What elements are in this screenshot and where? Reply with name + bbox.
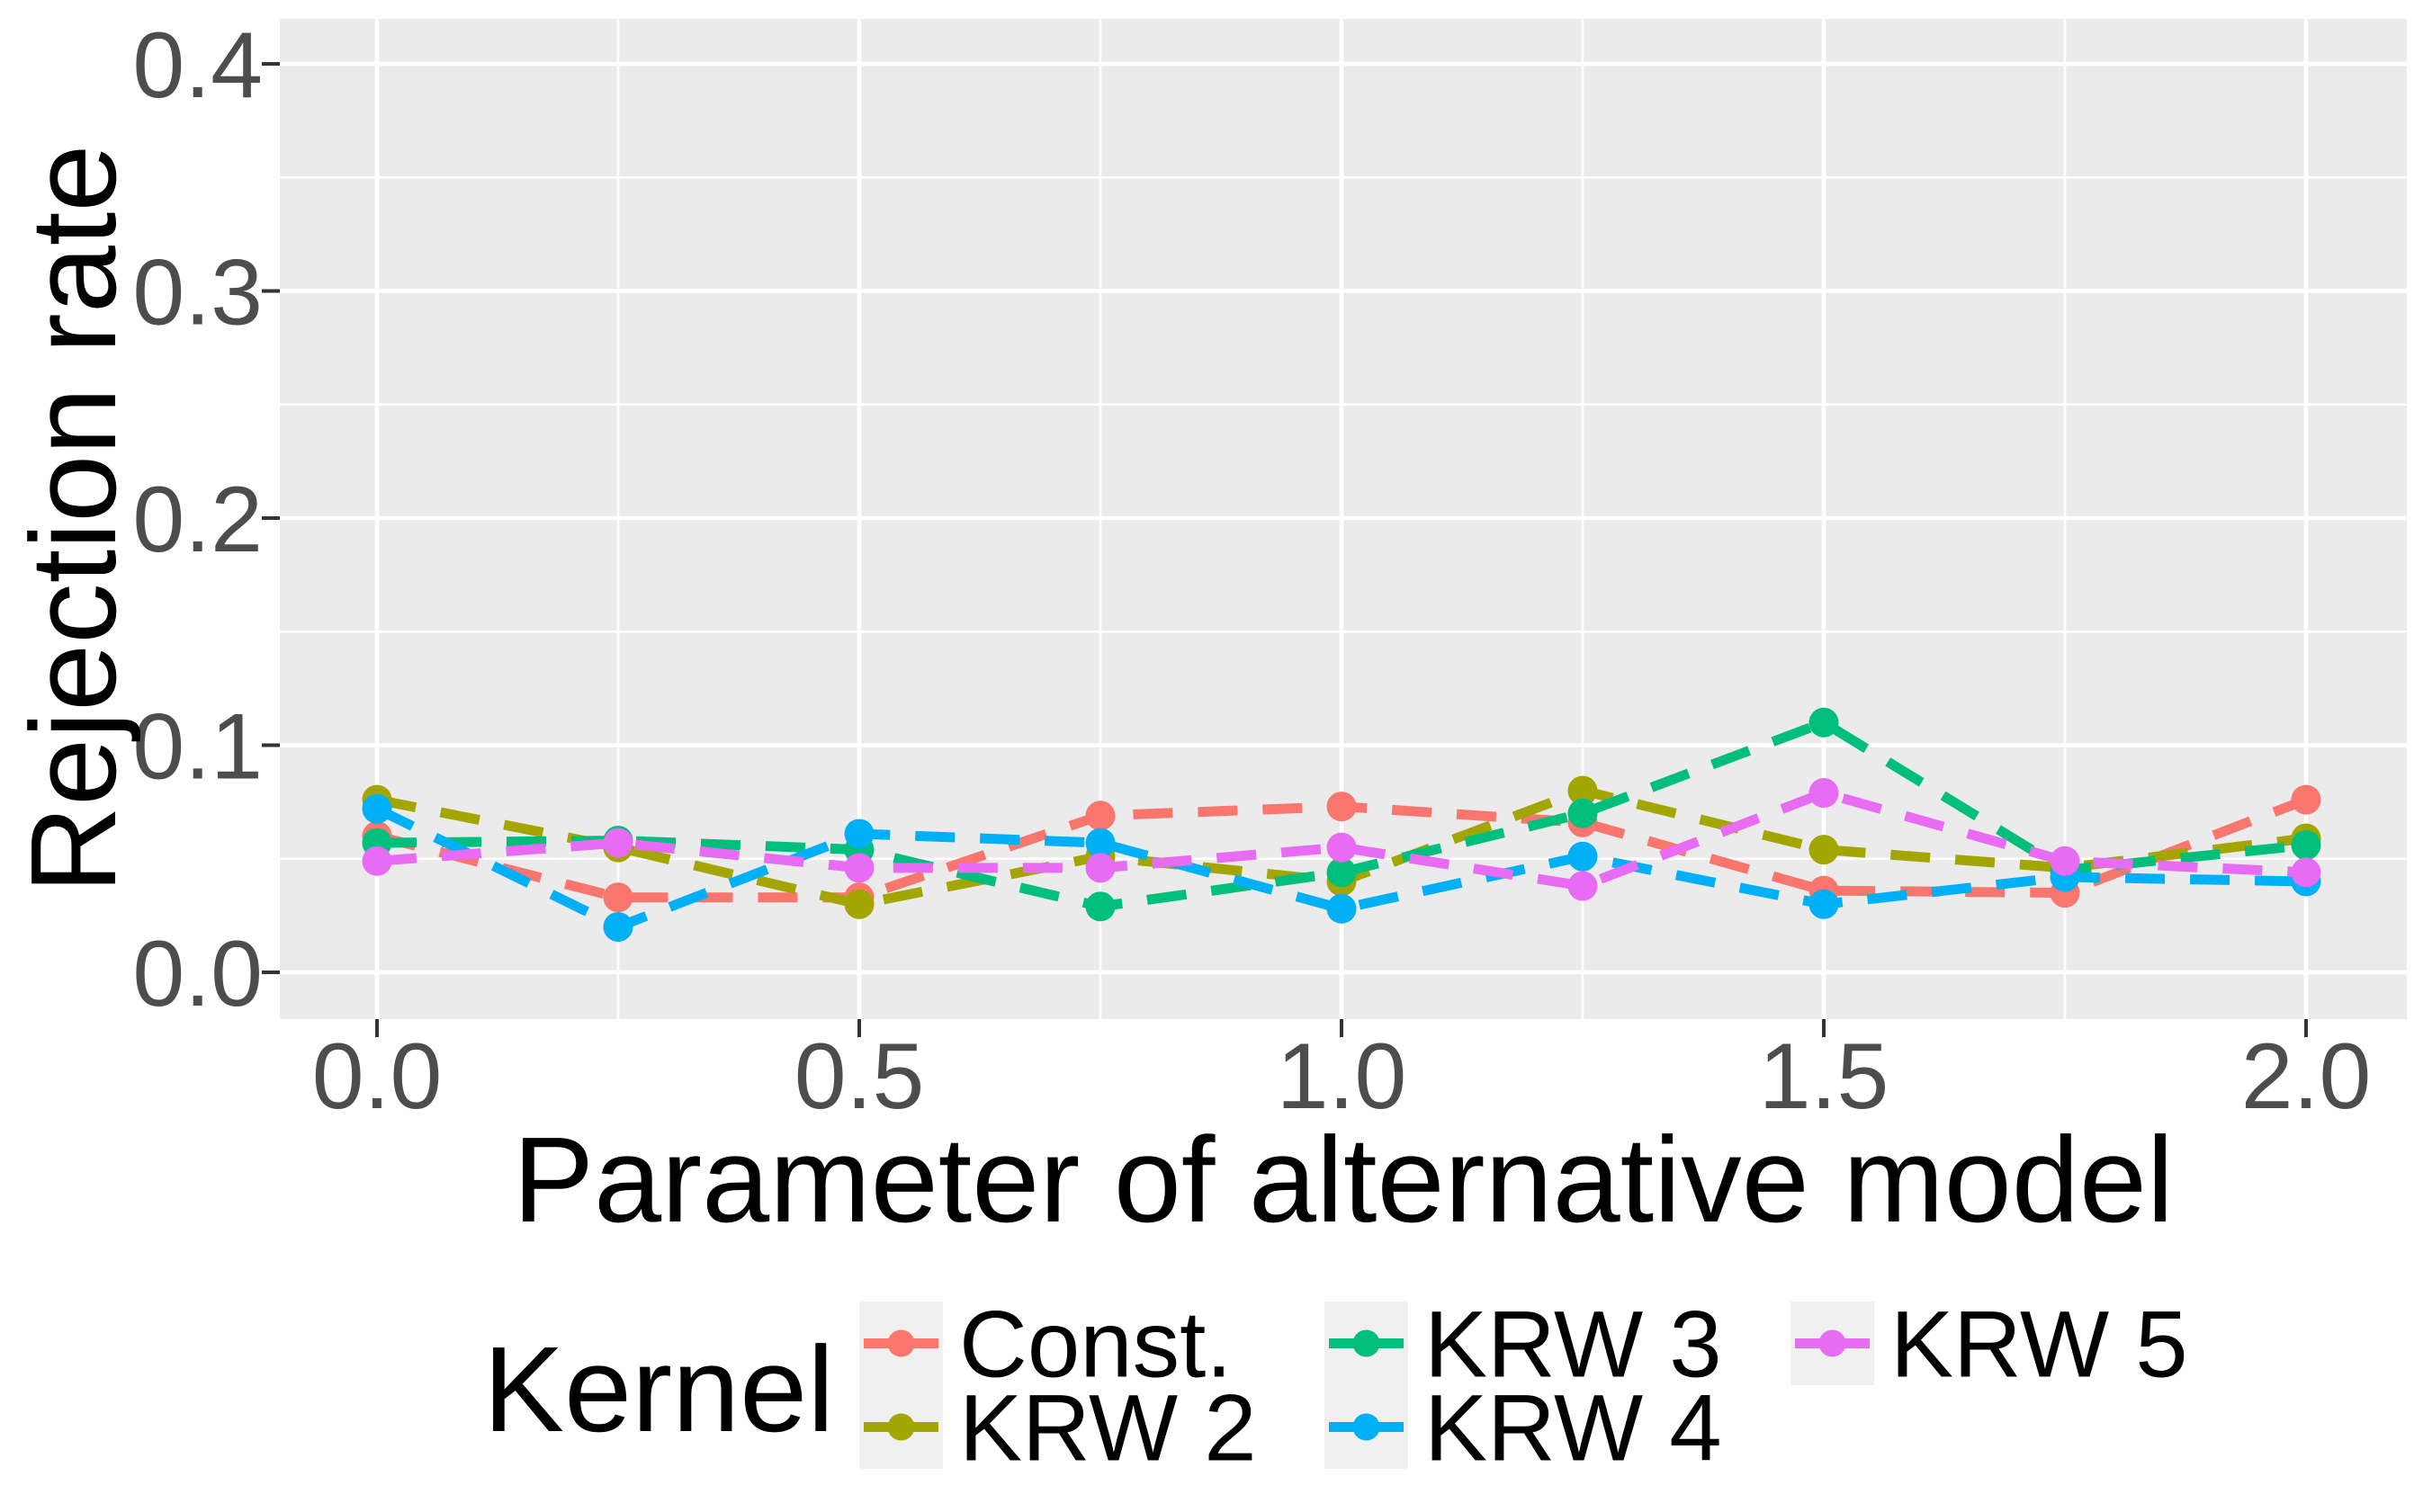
series-line-krw-5 (376, 787, 2307, 891)
data-point-const- (603, 882, 633, 913)
legend-title: Kernel (483, 1321, 834, 1457)
data-point-krw-2 (1567, 775, 1598, 806)
data-point-krw-5 (1085, 853, 1116, 883)
data-point-krw-4 (362, 793, 392, 824)
data-point-krw-5 (844, 853, 875, 883)
legend-label: KRW 2 (959, 1376, 1257, 1481)
data-point-krw-5 (362, 845, 392, 876)
legend-item-krw-5: KRW 5 (1790, 1293, 2188, 1398)
y-tick-label: 0.2 (132, 468, 263, 572)
legend-label: KRW 5 (1890, 1293, 2188, 1398)
series-krw-5 (362, 778, 2321, 901)
data-point-krw-4 (1567, 841, 1598, 872)
series-krw-4 (362, 793, 2321, 942)
x-tick-label: 1.5 (1759, 1024, 1889, 1129)
x-tick-label: 0.0 (312, 1024, 443, 1129)
legend-key-point (1818, 1329, 1846, 1357)
y-axis-title: Rejection rate (5, 145, 141, 894)
legend-key-point (1352, 1413, 1380, 1441)
data-point-krw-5 (1326, 832, 1357, 863)
y-tick-label: 0.4 (132, 13, 263, 118)
data-point-const- (1326, 792, 1357, 822)
major-gridlines (280, 19, 2407, 1019)
data-point-krw-3 (1326, 857, 1357, 888)
data-point-krw-5 (2050, 845, 2080, 876)
data-point-krw-3 (1085, 891, 1116, 922)
axis-tick-labels: 0.0 0.5 1.0 1.5 2.0 0.0 0.1 0.2 0.3 0.4 (132, 13, 2371, 1129)
legend-key-point (887, 1413, 915, 1441)
data-point-krw-5 (1567, 871, 1598, 901)
data-point-krw-4 (844, 819, 875, 849)
data-series-layer (362, 707, 2321, 942)
data-point-krw-2 (844, 889, 875, 919)
legend-label: KRW 4 (1424, 1376, 1722, 1481)
data-point-krw-5 (1808, 778, 1839, 809)
axis-tick-marks (262, 62, 2308, 1037)
x-axis-title: Parameter of alternative model (513, 1112, 2174, 1248)
legend-label: KRW 3 (1424, 1293, 1722, 1398)
data-point-krw-4 (1326, 893, 1357, 924)
data-point-const- (2291, 784, 2321, 815)
legend-item-const-: Const. (859, 1293, 1232, 1398)
legend-label: Const. (959, 1293, 1232, 1398)
data-point-krw-3 (2291, 830, 2321, 861)
y-tick-label: 0.3 (132, 241, 263, 345)
data-point-const- (1085, 801, 1116, 831)
data-point-krw-5 (2291, 857, 2321, 888)
legend-item-krw-2: KRW 2 (859, 1376, 1257, 1481)
x-tick-label: 2.0 (2241, 1024, 2372, 1129)
data-point-krw-5 (603, 828, 633, 858)
x-tick-label: 0.5 (794, 1024, 925, 1129)
y-tick-label: 0.0 (132, 922, 263, 1026)
legend-item-krw-3: KRW 3 (1324, 1293, 1722, 1398)
series-line-krw-4 (374, 804, 2307, 933)
data-point-krw-4 (1085, 828, 1116, 858)
data-point-krw-4 (603, 912, 633, 942)
data-point-krw-4 (1808, 889, 1839, 919)
data-point-krw-2 (1808, 835, 1839, 865)
x-tick-label: 1.0 (1277, 1024, 1407, 1129)
legend-key-point (887, 1329, 915, 1357)
data-point-krw-3 (1808, 707, 1839, 738)
legend-key-point (1352, 1329, 1380, 1357)
data-point-krw-3 (1567, 798, 1598, 828)
legend-item-krw-4: KRW 4 (1324, 1376, 1722, 1481)
y-tick-label: 0.1 (132, 695, 263, 800)
